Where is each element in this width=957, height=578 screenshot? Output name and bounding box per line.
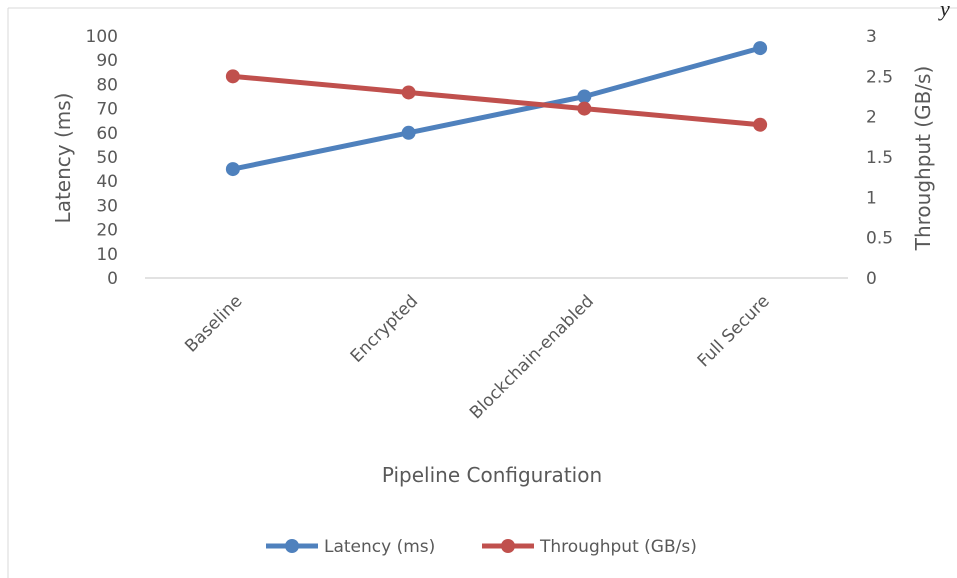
right-axis-ticks: 0 0.5 1 1.5 2 2.5 3 [866, 27, 893, 289]
y-tick-label: 30 [96, 196, 118, 216]
y-tick-label: 100 [86, 27, 118, 47]
left-axis-ticks: 0 10 20 30 40 50 60 70 80 90 100 [86, 27, 118, 289]
legend-marker-latency [285, 539, 299, 553]
y-tick-label: 0 [107, 269, 118, 289]
y-tick-label: 40 [96, 172, 118, 192]
throughput-point [401, 85, 416, 100]
y2-axis-title: Throughput (GB/s) [911, 66, 935, 252]
y-tick-label: 50 [96, 148, 118, 168]
y-tick-label: 70 [96, 100, 118, 120]
y2-tick-label: 1 [866, 188, 877, 208]
latency-point [401, 125, 416, 140]
legend-marker-throughput [501, 539, 515, 553]
y-axis-title: Latency (ms) [51, 93, 75, 224]
y2-tick-label: 0 [866, 269, 877, 289]
category-axis-ticks: Baseline Encrypted Blockchain-enabled Full … [181, 291, 773, 423]
x-tick-label: Full Secure [694, 291, 774, 371]
latency-point [225, 162, 240, 177]
x-tick-label: Baseline [181, 291, 246, 356]
y-tick-label: 60 [96, 124, 118, 144]
legend: Latency (ms) Throughput (GB/s) [266, 537, 697, 557]
corner-mark: y [938, 0, 950, 21]
throughput-series-line [230, 73, 763, 128]
latency-series-line [230, 45, 763, 172]
y-tick-label: 10 [96, 245, 118, 265]
legend-label-throughput: Throughput (GB/s) [539, 537, 697, 557]
y2-tick-label: 0.5 [866, 229, 893, 249]
throughput-point [753, 117, 768, 132]
throughput-point [577, 101, 592, 116]
y-tick-label: 90 [96, 51, 118, 71]
y2-tick-label: 3 [866, 27, 877, 47]
x-axis-title: Pipeline Configuration [382, 463, 602, 487]
latency-point [753, 41, 768, 56]
x-tick-label: Blockchain-enabled [466, 291, 598, 423]
x-tick-label: Encrypted [347, 291, 422, 366]
y-tick-label: 80 [96, 75, 118, 95]
legend-label-latency: Latency (ms) [324, 537, 435, 557]
latency-point [577, 89, 592, 104]
y2-tick-label: 2.5 [866, 67, 893, 87]
y2-tick-label: 1.5 [866, 148, 893, 168]
y2-tick-label: 2 [866, 108, 877, 128]
y-tick-label: 20 [96, 221, 118, 241]
throughput-point [225, 69, 240, 84]
series-layer [225, 41, 768, 177]
